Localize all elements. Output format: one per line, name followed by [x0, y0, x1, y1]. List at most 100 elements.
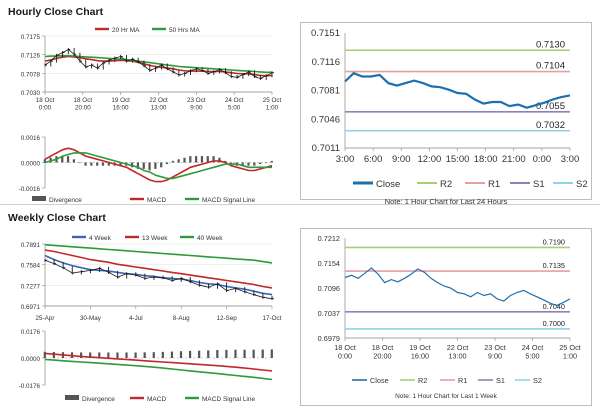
weekly-ma-xtick-label: 4-Jul [129, 315, 143, 322]
weekly-ma-ytick-label: 0.6971 [21, 304, 41, 311]
hourly-macd-divergence-bar [49, 157, 52, 163]
legend-macd-signal-label: MACD Signal Line [202, 197, 255, 204]
legend-weekly-divergence-swatch [65, 395, 79, 400]
weekly-macd-divergence-bar [179, 351, 183, 358]
hourly-24h-xtick-label: 12:00 [417, 154, 441, 165]
hourly-macd-divergence-bar [259, 162, 262, 165]
weekly-ma-w40-line [44, 243, 273, 264]
hourly-ma-ma50-line [44, 54, 272, 74]
hourly-24h-xtick-label: 21:00 [502, 154, 526, 165]
legend-50hr-ma-label: 50 Hrs MA [169, 27, 200, 34]
hourly-macd-divergence-bar [195, 156, 198, 163]
legend-weekly-macd-signal-label: MACD Signal Line [202, 396, 255, 403]
hourly-24h-r2-label: 0.7130 [536, 39, 565, 50]
weekly-macd-plot: 0.0176 0.0000 -0.0176 [19, 329, 273, 390]
weekly-macd-ytick-label: 0.0000 [21, 356, 41, 363]
weekly-macd-divergence-bar [116, 352, 119, 358]
weekly-ma-xtick-label: 12-Sep [216, 315, 237, 322]
hourly-24h-xtick-label: 15:00 [446, 154, 470, 165]
hourly-ma-ytick-label: 0.7126 [21, 53, 41, 60]
hourly-macd-divergence-bar [183, 157, 186, 163]
legend-divergence-swatch [32, 196, 46, 201]
hourly-ma-close-line [44, 49, 273, 79]
weekly-week-xtick-label: 23 Oct 9:00 [484, 343, 506, 360]
hourly-24h-r1-label: 0.7104 [536, 61, 565, 72]
hourly-macd-legend: Divergence MACD MACD Signal Line [32, 196, 255, 204]
weekly-macd-divergence-bar [98, 352, 101, 358]
hourly-24h-xtick-label: 18:00 [474, 154, 498, 165]
weekly-ma-xtick-label: 8-Aug [173, 315, 190, 322]
hourly-ma-xtick-label: 19 Oct 16:00 [111, 97, 130, 111]
hourly-ma-xtick-label: 18 Oct 0:00 [36, 97, 55, 111]
weekly-macd-legend: Divergence MACD MACD Signal Line [65, 395, 255, 403]
hourly-24h-plot: 0.7151 0.7116 0.7081 0.7046 0.7011 0.7130 0.71… [311, 28, 579, 165]
legend-week-s2-label: S2 [533, 376, 542, 385]
hourly-24h-ytick-label: 0.7046 [311, 114, 340, 125]
hourly-24h-ytick-label: 0.7116 [312, 57, 340, 68]
hourly-macd-divergence-bar [96, 162, 99, 166]
weekly-week-xtick-label: 18 Oct 20:00 [372, 343, 394, 360]
hourly-macd-divergence-bar [61, 156, 64, 163]
hourly-macd-divergence-bar [189, 156, 192, 163]
hourly-ma-xtick-label: 22 Oct 13:00 [149, 97, 168, 111]
weekly-week-xtick-label: 25 Oct 1:00 [559, 343, 581, 360]
weekly-right-frame [300, 228, 592, 406]
weekly-ma-w4-line [44, 254, 273, 296]
hourly-macd-divergence-bar [270, 160, 273, 163]
weekly-ma-ytick-label: 0.7277 [21, 283, 41, 290]
hourly-24h-close-line [344, 71, 571, 109]
hourly-24h-ytick-label: 0.7011 [312, 143, 340, 154]
weekly-week-r1-label: 0.7135 [543, 261, 565, 270]
hourly-macd-divergence-bar [43, 159, 46, 163]
legend-4-week-label: 4 Week [89, 235, 112, 242]
hourly-macd-divergence-bar [148, 162, 151, 171]
hourly-ma-legend: 20 Hr MA 50 Hrs MA [95, 27, 200, 34]
weekly-macd-divergence-bar [252, 349, 255, 358]
weekly-week-ytick-label: 0.7154 [318, 259, 340, 268]
hourly-macd-plot: 0.0016 0.0000 -0.0016 [19, 135, 273, 193]
weekly-week-ytick-label: 0.6979 [318, 334, 340, 343]
hourly-ma-xtick-label: 18 Oct 20:00 [74, 97, 93, 111]
weekly-week-ytick-label: 0.7096 [318, 284, 340, 293]
weekly-macd-divergence-bar [107, 352, 110, 358]
hourly-section-title: Hourly Close Chart [8, 6, 104, 18]
hourly-macd-divergence-bar [136, 162, 140, 169]
hourly-24h-xtick-label: 3:00 [336, 154, 355, 165]
weekly-macd-divergence-bar [170, 351, 174, 358]
hourly-macd-divergence-bar [119, 162, 122, 166]
weekly-week-ytick-label: 0.7212 [318, 234, 340, 243]
weekly-macd-divergence-bar [234, 349, 237, 358]
weekly-macd-divergence-bar [261, 349, 264, 358]
hourly-24h-xtick-label: 6:00 [364, 154, 383, 165]
hourly-macd-divergence-bar [160, 162, 163, 168]
weekly-ma-xtick-label: 25-Apr [36, 315, 55, 322]
weekly-ma-legend: 4 Week 13 Week 40 Week [72, 235, 223, 242]
hourly-macd-divergence-bar [84, 162, 87, 166]
legend-week-s1-label: S1 [496, 376, 505, 385]
weekly-macd-divergence-bar [143, 352, 146, 358]
legend-13-week-label: 13 Week [142, 235, 168, 242]
hourly-macd-ytick-label: -0.0016 [19, 186, 41, 193]
section-divider [0, 204, 600, 205]
hourly-ma-ytick-label: 0.7030 [21, 90, 41, 97]
hourly-24h-legend: Close R2 R1 S1 S2 [353, 179, 588, 190]
legend-24h-close-label: Close [376, 179, 400, 190]
weekly-week-xtick-label: 22 Oct 13:00 [447, 343, 469, 360]
weekly-macd-divergence-bar [198, 350, 201, 358]
legend-macd-label: MACD [147, 197, 166, 204]
hourly-macd-signal-line [44, 152, 272, 180]
hourly-macd-macd-line [44, 147, 273, 183]
hourly-24h-xtick-label: 9:00 [392, 154, 411, 165]
weekly-macd-divergence-bar [134, 352, 137, 358]
hourly-macd-divergence-bar [90, 162, 93, 166]
hourly-ma-xtick-label: 24 Oct 5:00 [225, 97, 244, 111]
hourly-macd-divergence-bar [107, 162, 110, 166]
weekly-macd-divergence-bar [225, 349, 228, 358]
weekly-week-close-line [344, 267, 571, 307]
hourly-right-frame [300, 22, 592, 200]
hourly-macd-divergence-bar [206, 156, 209, 163]
hourly-24h-ytick-label: 0.7081 [311, 86, 340, 97]
hourly-macd-divergence-bar [247, 162, 250, 166]
